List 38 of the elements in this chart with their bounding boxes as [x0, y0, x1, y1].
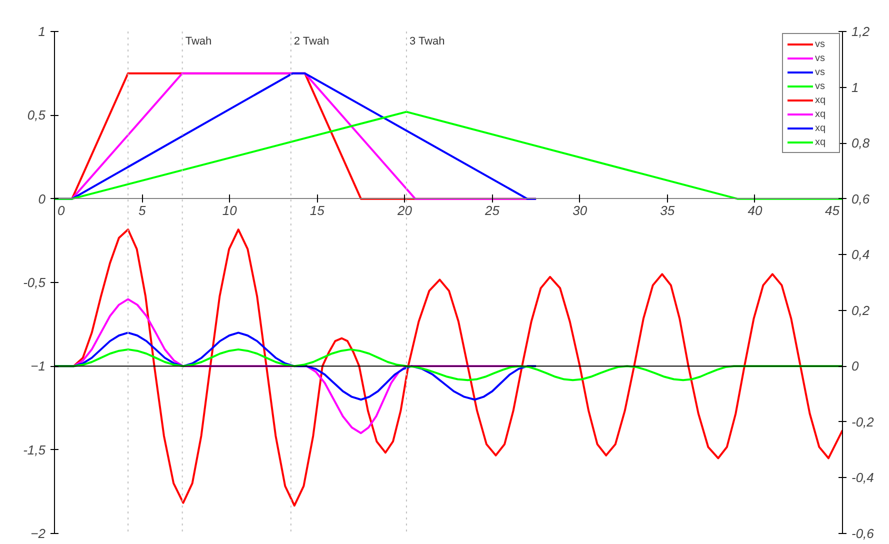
legend-label: vs: [815, 52, 826, 64]
y2-tick-label: 0: [852, 358, 860, 374]
legend-label: vs: [815, 38, 826, 50]
y-tick-label: −2: [30, 526, 46, 541]
x-tick-label: 40: [748, 202, 763, 218]
y2-tick-label: 1: [852, 80, 859, 95]
y2-tick-label: -0,2: [852, 414, 875, 430]
ref-line-label: 2 Twah: [294, 36, 330, 48]
y2-tick-label: 0,6: [852, 191, 870, 206]
x-tick-label: 45: [825, 202, 840, 218]
y-tick-label: −1: [30, 358, 46, 374]
y2-tick-label: -0,6: [852, 526, 875, 541]
x-tick-label: 15: [310, 202, 326, 218]
x-tick-label: 35: [660, 202, 676, 218]
y2-tick-label: 0,2: [852, 302, 870, 318]
ref-line-label: Twah: [185, 36, 212, 48]
legend-label: xq: [815, 122, 827, 134]
y-tick-label: 1: [38, 24, 46, 39]
x-tick-label: 25: [484, 202, 500, 218]
legend-label: xq: [815, 94, 827, 106]
y-tick-label: -1,5: [23, 442, 46, 458]
ref-line-label: 3 Twah: [409, 36, 445, 48]
x-tick-label: 5: [138, 202, 146, 218]
x-tick-label: 30: [572, 202, 588, 218]
y-tick-label: 0: [38, 191, 46, 206]
legend-label: vs: [815, 66, 826, 78]
y2-tick-label: 0,8: [852, 136, 870, 151]
y2-tick-label: 0,4: [852, 247, 870, 262]
y-tick-label: 0,5: [27, 108, 46, 123]
x-tick-label: 10: [222, 202, 238, 218]
legend-label: xq: [815, 108, 827, 120]
y2-tick-label: 1,2: [852, 24, 870, 39]
legend-label: vs: [815, 80, 826, 92]
y-tick-label: -0,5: [23, 275, 46, 290]
x-tick-label: 20: [396, 202, 413, 218]
legend-label: xq: [815, 136, 827, 148]
y2-tick-label: -0,4: [852, 470, 874, 486]
x-tick-label: 0: [58, 202, 66, 218]
